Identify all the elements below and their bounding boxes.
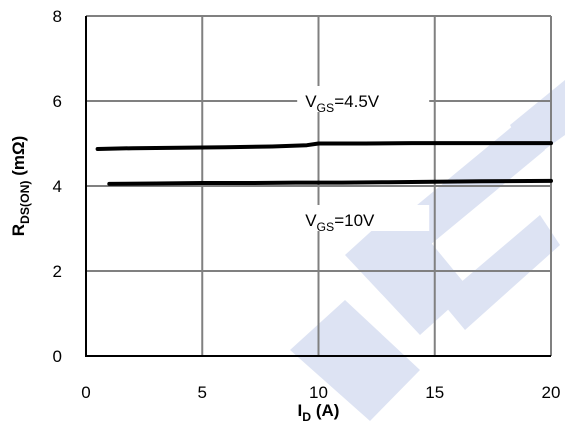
series-label-1-sub: GS xyxy=(317,101,335,115)
series-label-2-rest: =10V xyxy=(334,211,375,230)
y-axis-title-rest: (mΩ) xyxy=(9,136,28,181)
y-tick-label: 2 xyxy=(53,262,62,281)
x-tick-label: 0 xyxy=(81,383,90,402)
y-axis-title-sub: DS(ON) xyxy=(18,181,32,225)
x-axis-title-main: I xyxy=(298,401,303,420)
y-tick-label: 8 xyxy=(53,7,62,26)
x-tick-label: 20 xyxy=(542,383,561,402)
plot-frame xyxy=(85,15,552,357)
series-label-background xyxy=(297,205,430,231)
series-line-1 xyxy=(95,141,553,151)
y-tick-label: 4 xyxy=(53,177,62,196)
axis-titles: ID (A) RDS(ON) (mΩ) xyxy=(9,136,339,421)
series-label-2-main: V xyxy=(305,211,317,230)
watermark-shape xyxy=(440,215,560,330)
x-axis-title-sub: D xyxy=(302,410,311,421)
x-axis-title-rest: (A) xyxy=(311,401,339,420)
series-label-1-rest: =4.5V xyxy=(334,92,380,111)
watermark-shape xyxy=(290,300,420,421)
series-label-1: VGS=4.5V xyxy=(305,92,380,115)
series-label-background xyxy=(297,86,430,112)
y-axis-title: RDS(ON) (mΩ) xyxy=(9,136,32,237)
y-tick-labels: 0 2 4 6 8 xyxy=(53,7,62,366)
series-label-2: VGS=10V xyxy=(305,211,375,234)
series-lines xyxy=(95,141,553,186)
watermark-logo xyxy=(290,80,565,421)
x-tick-label: 5 xyxy=(198,383,207,402)
series-label-1-main: V xyxy=(305,92,317,111)
y-tick-label: 0 xyxy=(53,347,62,366)
x-tick-labels: 0 5 10 15 20 xyxy=(81,383,560,402)
x-axis-title: ID (A) xyxy=(298,401,340,421)
y-tick-label: 6 xyxy=(53,92,62,111)
y-axis-title-main: R xyxy=(9,224,28,236)
x-tick-label: 15 xyxy=(425,383,444,402)
x-tick-label: 10 xyxy=(309,383,328,402)
series-line-2 xyxy=(107,178,553,186)
series-label-2-sub: GS xyxy=(317,220,335,234)
